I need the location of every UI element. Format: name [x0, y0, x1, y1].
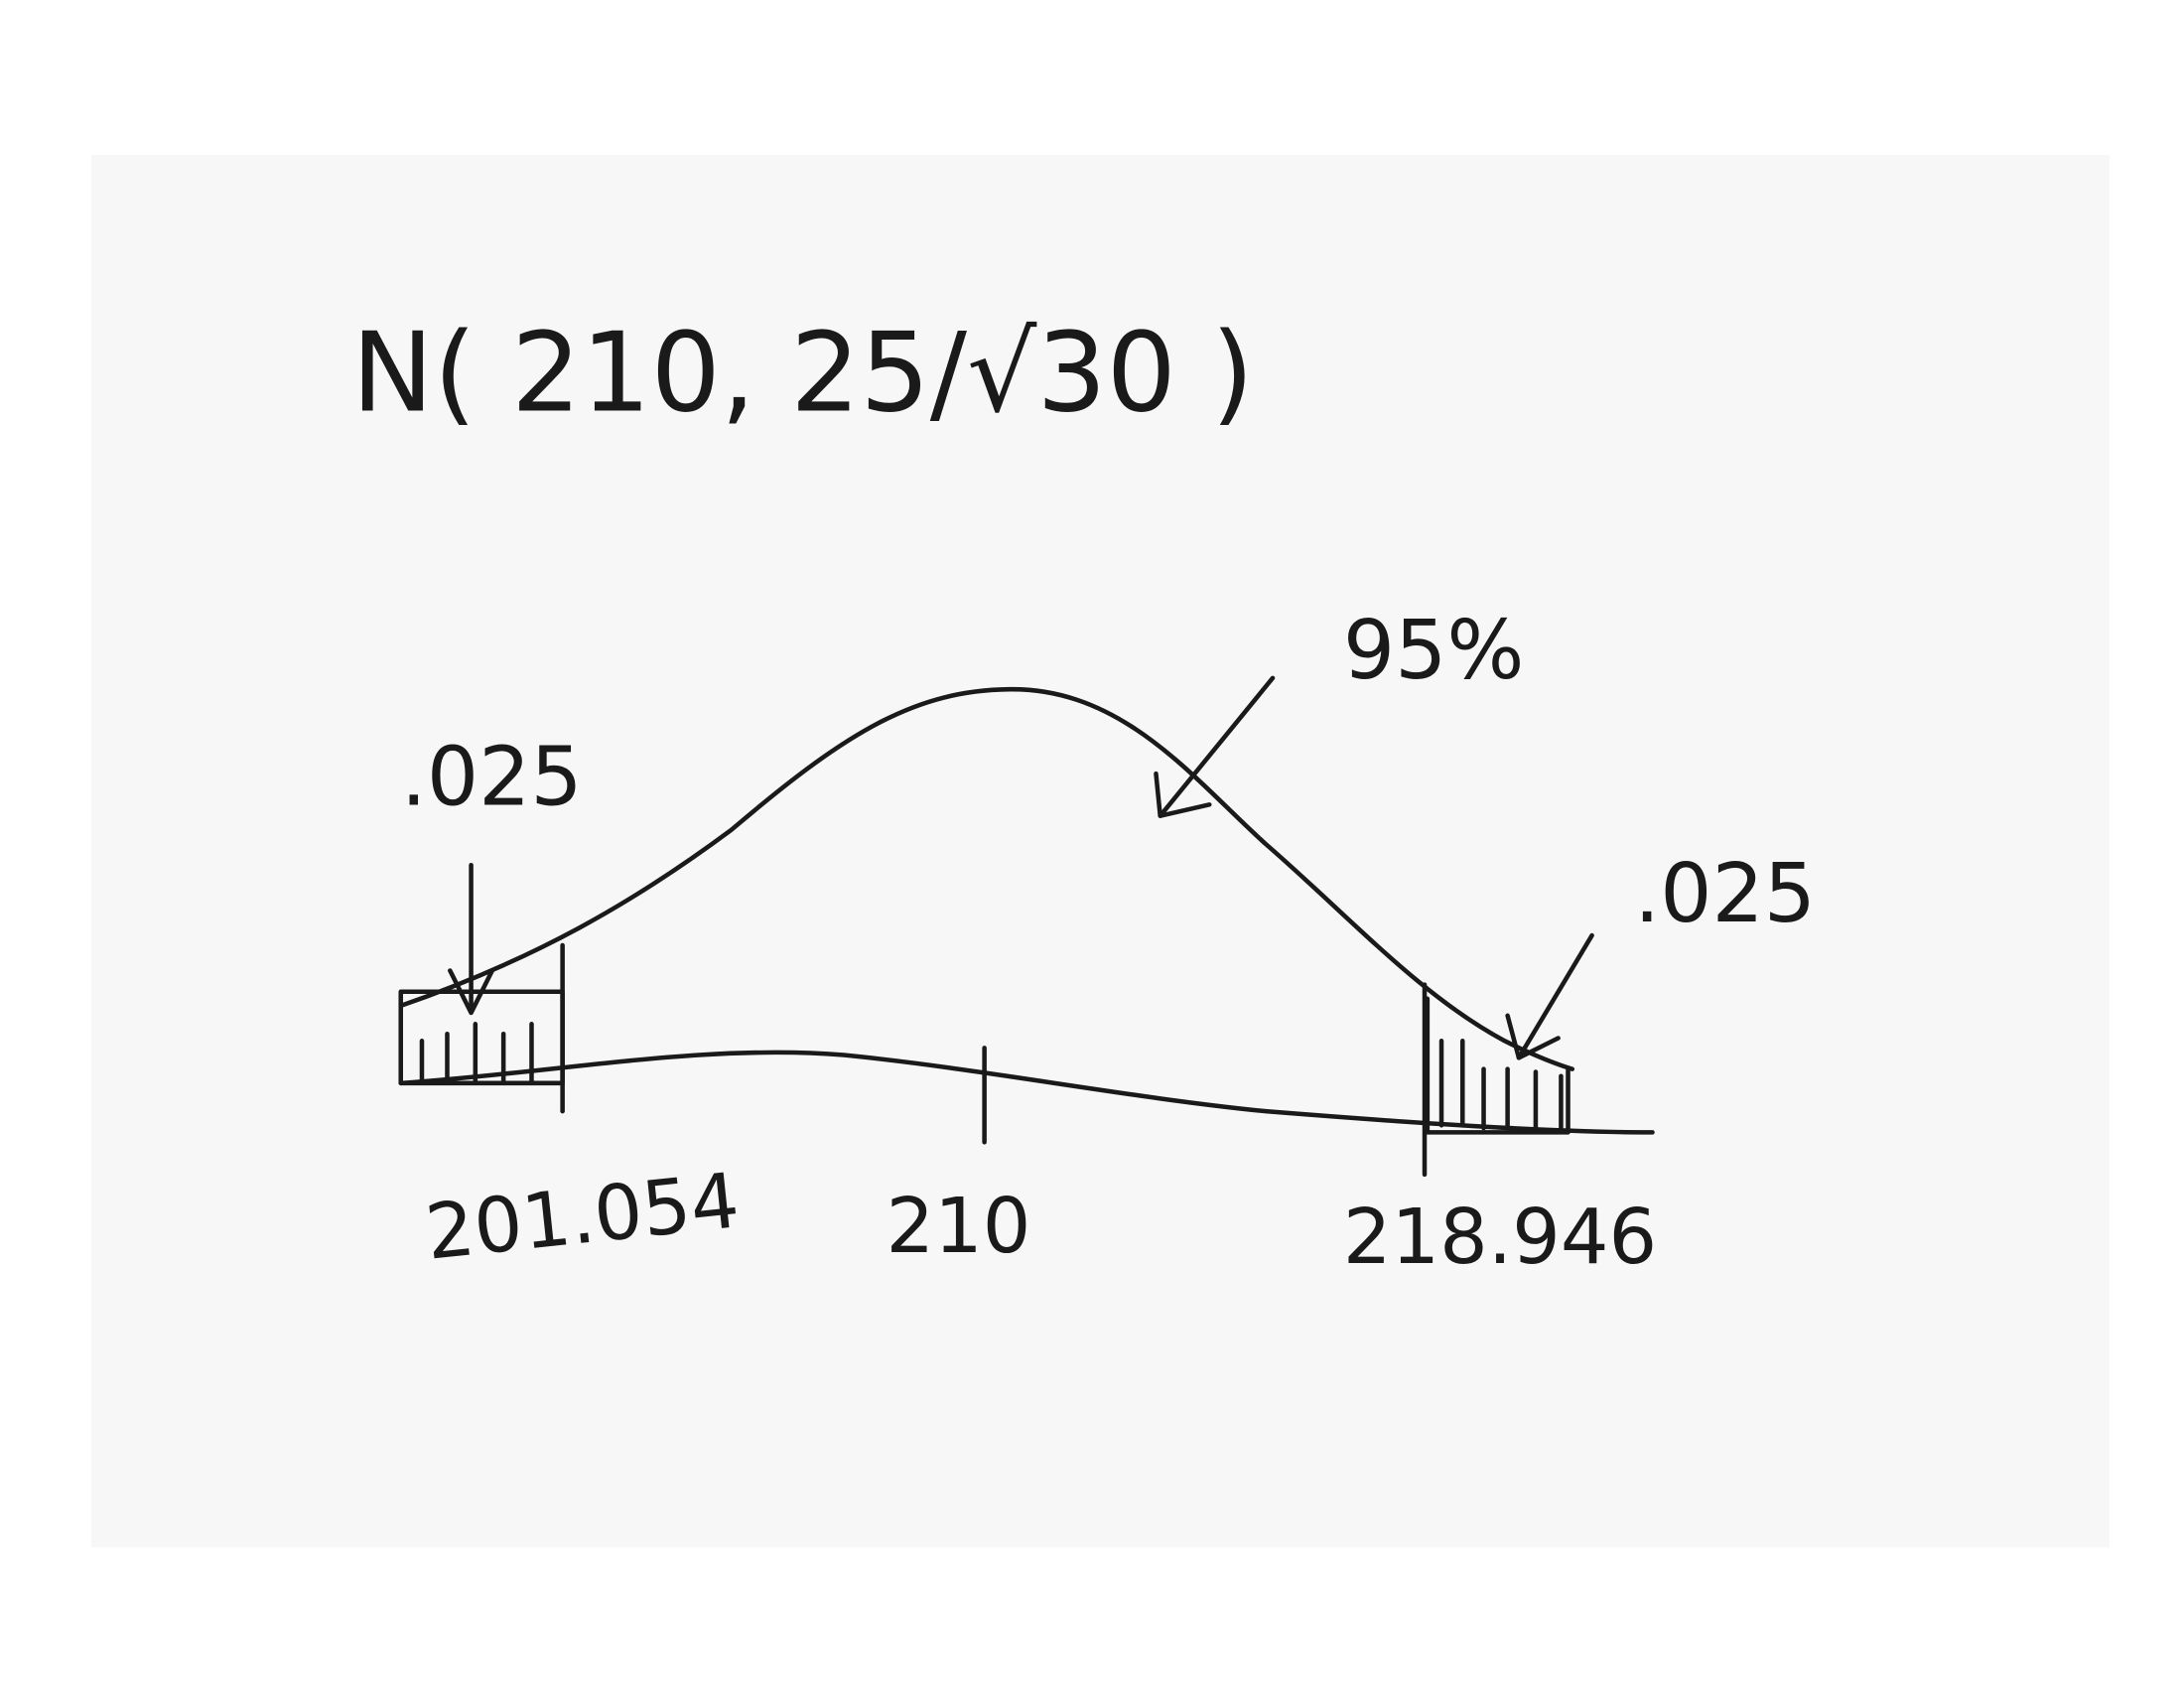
arrow-center-area	[1154, 675, 1276, 818]
axis-label: 210	[886, 1183, 1030, 1271]
right-tail-shading	[1425, 996, 1570, 1135]
distribution-title: N( 210, 25/√30 )	[351, 310, 1254, 438]
right-tail-label: .025	[1634, 847, 1816, 941]
normal-curve	[398, 686, 1575, 1071]
center-area-label: 95%	[1343, 604, 1525, 698]
paper	[91, 154, 2110, 1548]
arrow-left-tail	[448, 862, 495, 1016]
axis-label: 218.946	[1343, 1194, 1657, 1282]
arrow-right-tail	[1505, 932, 1594, 1060]
left-tail-label: .025	[401, 730, 583, 824]
